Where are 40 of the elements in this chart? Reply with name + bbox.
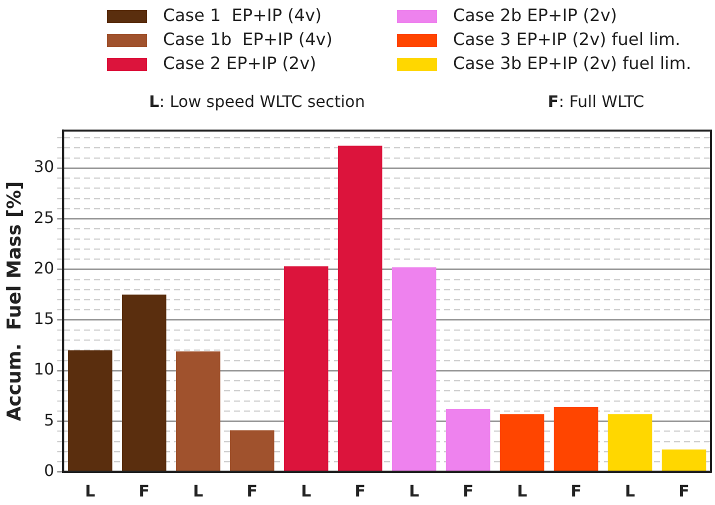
x-tick-label: L xyxy=(408,482,420,501)
x-tick-label: L xyxy=(624,482,636,501)
y-tick-label: 5 xyxy=(44,410,54,430)
y-tick-label: 15 xyxy=(34,309,54,328)
x-tick-label: L xyxy=(516,482,528,501)
text: L: Low speed WLTC section xyxy=(149,92,365,111)
legend-label: Case 1 EP+IP (4v) xyxy=(163,6,322,26)
x-tick-label: F xyxy=(462,482,474,501)
x-tick-label: F xyxy=(678,482,690,501)
text: F: Full WLTC xyxy=(548,92,644,111)
bar xyxy=(284,266,328,472)
bar xyxy=(392,267,436,472)
legend-label: Case 3 EP+IP (2v) fuel lim. xyxy=(453,30,680,50)
x-tick-label: L xyxy=(301,482,312,501)
bar xyxy=(176,351,220,472)
bar xyxy=(338,146,382,472)
bar xyxy=(68,350,112,472)
x-tick-label: F xyxy=(138,482,150,501)
y-axis-title: Accum. Fuel Mass [%] xyxy=(3,181,26,422)
bar xyxy=(554,407,598,472)
x-tick-label: F xyxy=(354,482,366,501)
bar xyxy=(230,430,274,472)
x-tick-label: F xyxy=(570,482,582,501)
x-tick-label: L xyxy=(85,482,96,501)
x-tick-label: F xyxy=(246,482,258,501)
bar xyxy=(608,414,652,472)
x-tick-label: L xyxy=(193,482,204,501)
y-tick-label: 20 xyxy=(34,258,54,278)
legend-label: Case 3b EP+IP (2v) fuel lim. xyxy=(453,54,692,74)
legend-label: Case 1b EP+IP (4v) xyxy=(163,30,332,50)
bar xyxy=(662,450,706,472)
bar xyxy=(122,294,166,472)
y-tick-label: 10 xyxy=(34,360,54,379)
bar xyxy=(446,409,490,472)
legend-label: Case 2 EP+IP (2v) xyxy=(163,54,316,74)
bar xyxy=(500,414,544,472)
y-tick-label: 0 xyxy=(44,460,54,480)
y-tick-label: 25 xyxy=(34,208,54,227)
legend-label: Case 2b EP+IP (2v) xyxy=(453,6,618,26)
y-tick-label: 30 xyxy=(34,157,54,176)
